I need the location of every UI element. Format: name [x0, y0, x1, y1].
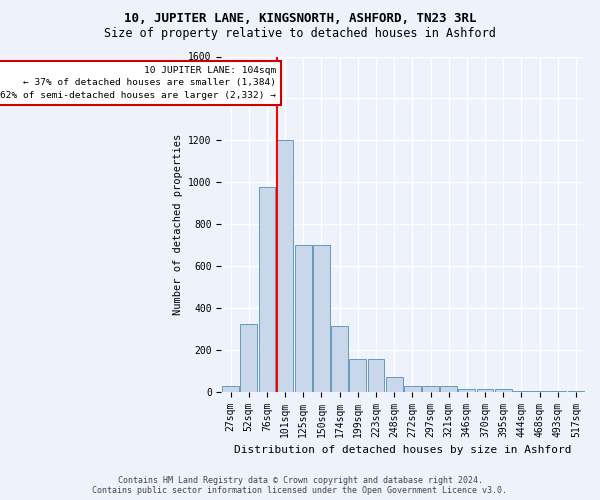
Bar	[495, 388, 512, 392]
Bar	[513, 390, 530, 392]
Bar	[440, 386, 457, 392]
Y-axis label: Number of detached properties: Number of detached properties	[173, 134, 183, 314]
Bar	[241, 324, 257, 392]
Bar	[404, 386, 421, 392]
Bar	[368, 359, 385, 392]
Bar	[422, 386, 439, 392]
Text: 10, JUPITER LANE, KINGSNORTH, ASHFORD, TN23 3RL: 10, JUPITER LANE, KINGSNORTH, ASHFORD, T…	[124, 12, 476, 26]
Text: 10 JUPITER LANE: 104sqm
← 37% of detached houses are smaller (1,384)
62% of semi: 10 JUPITER LANE: 104sqm ← 37% of detache…	[0, 66, 276, 100]
Text: Contains HM Land Registry data © Crown copyright and database right 2024.
Contai: Contains HM Land Registry data © Crown c…	[92, 476, 508, 495]
Bar	[259, 188, 275, 392]
Bar	[550, 390, 566, 392]
Bar	[386, 377, 403, 392]
Bar	[476, 388, 493, 392]
X-axis label: Distribution of detached houses by size in Ashford: Distribution of detached houses by size …	[235, 445, 572, 455]
Bar	[458, 388, 475, 392]
Bar	[222, 386, 239, 392]
Bar	[277, 140, 293, 392]
Bar	[531, 390, 548, 392]
Bar	[313, 245, 330, 392]
Text: Size of property relative to detached houses in Ashford: Size of property relative to detached ho…	[104, 28, 496, 40]
Bar	[349, 359, 366, 392]
Bar	[331, 326, 348, 392]
Bar	[568, 390, 584, 392]
Bar	[295, 245, 311, 392]
